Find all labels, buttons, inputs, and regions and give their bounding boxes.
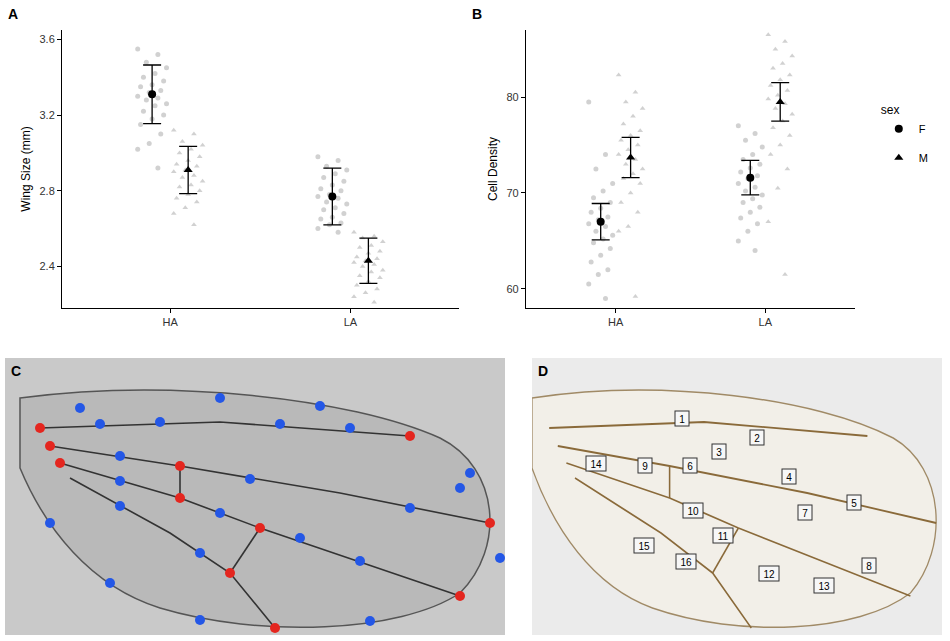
svg-text:11: 11 (718, 531, 729, 542)
svg-text:2: 2 (754, 433, 760, 444)
svg-text:14: 14 (590, 459, 602, 470)
svg-text:HA: HA (608, 316, 624, 328)
svg-text:70: 70 (506, 187, 518, 199)
svg-text:8: 8 (866, 561, 872, 572)
svg-text:sex: sex (881, 103, 900, 117)
svg-text:9: 9 (642, 461, 648, 472)
svg-text:5: 5 (851, 498, 857, 509)
svg-text:15: 15 (638, 541, 650, 552)
svg-text:2.4: 2.4 (40, 260, 55, 272)
svg-text:16: 16 (680, 557, 692, 568)
svg-text:Wing Size (mm): Wing Size (mm) (19, 126, 33, 211)
svg-text:HA: HA (162, 316, 178, 328)
svg-text:F: F (919, 123, 926, 135)
svg-text:3.2: 3.2 (40, 109, 55, 121)
svg-text:3.6: 3.6 (40, 33, 55, 45)
svg-text:D: D (538, 363, 548, 379)
svg-text:2.8: 2.8 (40, 185, 55, 197)
svg-text:7: 7 (802, 508, 808, 519)
svg-text:B: B (472, 6, 482, 22)
svg-text:4: 4 (786, 472, 792, 483)
svg-text:10: 10 (687, 506, 699, 517)
svg-text:M: M (919, 152, 928, 164)
svg-text:1: 1 (679, 414, 685, 425)
svg-text:80: 80 (506, 91, 518, 103)
svg-text:3: 3 (716, 447, 722, 458)
svg-text:6: 6 (687, 461, 693, 472)
svg-text:13: 13 (818, 581, 830, 592)
svg-text:LA: LA (344, 316, 358, 328)
svg-text:12: 12 (763, 569, 775, 580)
svg-text:A: A (8, 6, 18, 22)
svg-text:C: C (11, 363, 21, 379)
svg-text:LA: LA (759, 316, 773, 328)
svg-text:Cell Density: Cell Density (486, 137, 500, 201)
svg-text:60: 60 (506, 283, 518, 295)
